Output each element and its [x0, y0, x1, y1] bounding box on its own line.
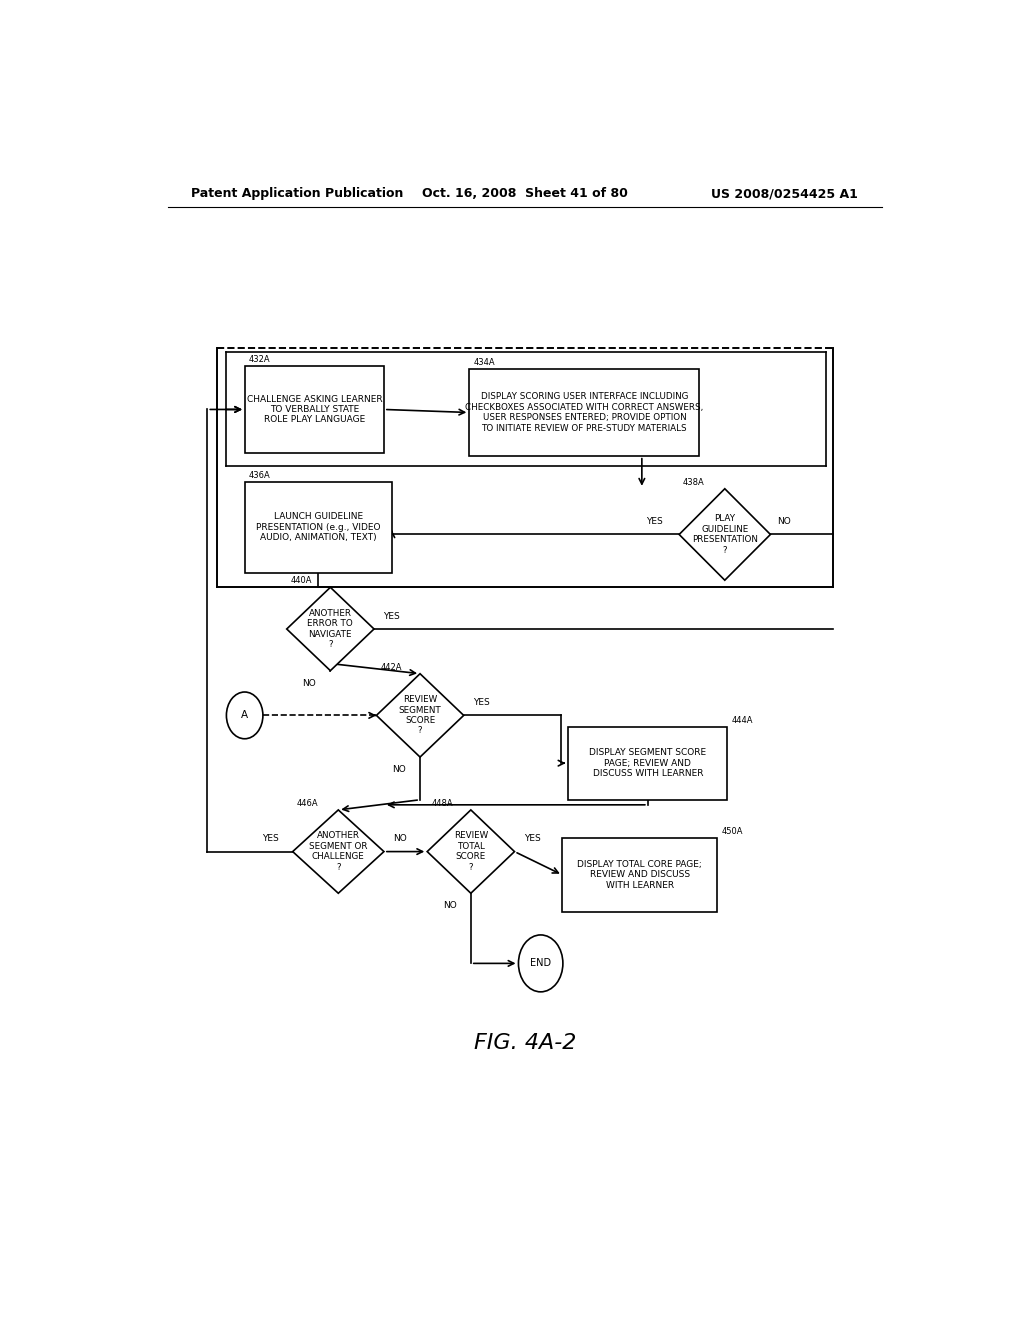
FancyBboxPatch shape: [469, 370, 699, 455]
Text: NO: NO: [777, 517, 791, 527]
FancyBboxPatch shape: [245, 482, 392, 573]
Text: NO: NO: [393, 834, 408, 843]
Text: END: END: [530, 958, 551, 969]
Text: 444A: 444A: [731, 715, 753, 725]
Text: YES: YES: [524, 834, 541, 843]
Polygon shape: [377, 673, 464, 758]
Text: FIG. 4A-2: FIG. 4A-2: [474, 1032, 575, 1052]
Text: 438A: 438A: [683, 478, 705, 487]
Text: Oct. 16, 2008  Sheet 41 of 80: Oct. 16, 2008 Sheet 41 of 80: [422, 187, 628, 201]
FancyBboxPatch shape: [245, 366, 384, 453]
Polygon shape: [679, 488, 770, 581]
Text: CHALLENGE ASKING LEARNER
TO VERBALLY STATE
ROLE PLAY LANGUAGE: CHALLENGE ASKING LEARNER TO VERBALLY STA…: [247, 395, 382, 424]
Text: 446A: 446A: [297, 799, 318, 808]
Text: 436A: 436A: [249, 471, 270, 479]
Text: NO: NO: [392, 766, 406, 775]
Text: NO: NO: [302, 678, 316, 688]
Circle shape: [226, 692, 263, 739]
Text: YES: YES: [384, 612, 400, 620]
Text: ANOTHER
SEGMENT OR
CHALLENGE
?: ANOTHER SEGMENT OR CHALLENGE ?: [309, 832, 368, 871]
Text: US 2008/0254425 A1: US 2008/0254425 A1: [712, 187, 858, 201]
Text: Patent Application Publication: Patent Application Publication: [191, 187, 403, 201]
Polygon shape: [287, 587, 374, 671]
FancyBboxPatch shape: [562, 838, 717, 912]
Text: REVIEW
SEGMENT
SCORE
?: REVIEW SEGMENT SCORE ?: [398, 696, 441, 735]
Text: NO: NO: [442, 902, 457, 911]
Text: DISPLAY SCORING USER INTERFACE INCLUDING
CHECKBOXES ASSOCIATED WITH CORRECT ANSW: DISPLAY SCORING USER INTERFACE INCLUDING…: [465, 392, 703, 433]
Text: 434A: 434A: [473, 358, 495, 367]
Text: 448A: 448A: [431, 799, 453, 808]
Text: DISPLAY SEGMENT SCORE
PAGE; REVIEW AND
DISCUSS WITH LEARNER: DISPLAY SEGMENT SCORE PAGE; REVIEW AND D…: [589, 748, 707, 777]
Text: ANOTHER
ERROR TO
NAVIGATE
?: ANOTHER ERROR TO NAVIGATE ?: [307, 609, 353, 649]
Text: YES: YES: [262, 834, 279, 843]
Text: PLAY
GUIDELINE
PRESENTATION
?: PLAY GUIDELINE PRESENTATION ?: [692, 515, 758, 554]
Polygon shape: [427, 810, 514, 894]
Circle shape: [518, 935, 563, 991]
Text: REVIEW
TOTAL
SCORE
?: REVIEW TOTAL SCORE ?: [454, 832, 488, 871]
Text: YES: YES: [473, 698, 489, 708]
Text: 440A: 440A: [291, 577, 312, 585]
Text: LAUNCH GUIDELINE
PRESENTATION (e.g., VIDEO
AUDIO, ANIMATION, TEXT): LAUNCH GUIDELINE PRESENTATION (e.g., VID…: [256, 512, 381, 543]
Text: 432A: 432A: [249, 355, 270, 364]
FancyBboxPatch shape: [568, 726, 727, 800]
Text: 442A: 442A: [380, 663, 401, 672]
Text: YES: YES: [646, 517, 664, 527]
Polygon shape: [293, 810, 384, 894]
Text: DISPLAY TOTAL CORE PAGE;
REVIEW AND DISCUSS
WITH LEARNER: DISPLAY TOTAL CORE PAGE; REVIEW AND DISC…: [578, 861, 702, 890]
Text: 450A: 450A: [721, 828, 742, 837]
Text: A: A: [241, 710, 248, 721]
